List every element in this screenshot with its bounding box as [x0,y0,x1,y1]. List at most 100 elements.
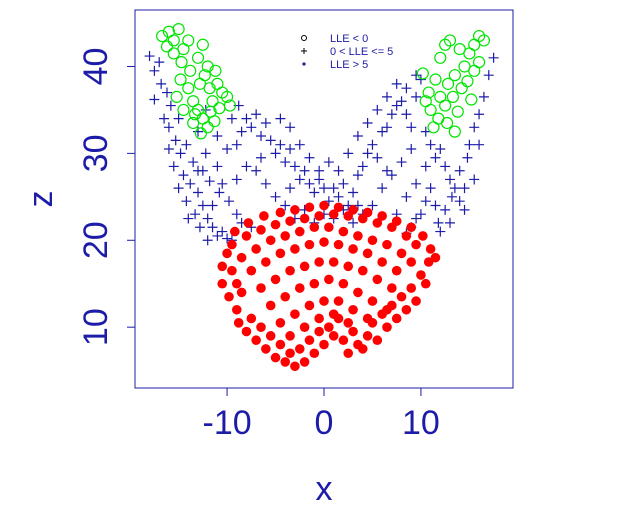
data-point [190,209,201,220]
y-tick-label: 10 [77,308,115,346]
data-point [406,144,417,155]
data-point [222,233,233,244]
data-point [348,217,359,228]
data-point [411,91,422,102]
data-point [411,70,422,81]
data-point [163,122,174,133]
data-point [362,207,373,218]
data-point [275,113,286,124]
data-point [441,77,455,90]
data-point [434,51,447,64]
data-point [328,257,339,267]
data-point [338,278,349,289]
data-point [181,196,192,207]
data-point [184,64,197,77]
data-point [422,86,435,99]
data-point [362,248,373,259]
legend-marker [301,35,307,41]
data-point [386,170,397,181]
data-point [265,331,276,341]
y-tick-label: 20 [77,221,115,259]
data-point [178,170,189,181]
data-point [377,257,387,267]
data-point [175,56,188,69]
data-point [285,265,295,276]
data-point [246,122,257,133]
data-point [319,296,329,306]
data-point [236,126,247,137]
data-point [270,191,281,202]
data-point [203,82,216,95]
data-point [251,335,261,346]
data-point [439,38,452,51]
data-point [167,34,180,47]
data-point [200,148,211,159]
data-point [382,165,392,176]
data-point [387,283,397,293]
data-point [285,348,295,359]
data-point [188,108,202,121]
data-point [224,196,235,207]
data-point [391,216,402,226]
data-point [193,187,203,198]
data-point [382,322,392,332]
data-point [198,69,211,82]
data-point [243,218,254,228]
data-point [177,103,190,117]
data-point [451,105,464,118]
data-point [188,157,199,168]
data-point [411,296,421,306]
data-point [196,38,209,51]
data-point [175,148,186,159]
data-point [435,226,446,237]
data-point [231,174,242,185]
data-point [275,248,286,259]
data-point [233,318,244,328]
data-point [159,113,170,124]
data-point [429,73,442,86]
data-point [406,283,417,293]
data-point [396,157,407,168]
data-point [172,23,185,36]
data-point [181,139,192,150]
data-point [204,176,215,187]
data-point [440,116,454,130]
data-point [472,29,486,43]
data-point [294,226,305,237]
data-point [367,139,378,150]
data-point [163,144,174,155]
data-point [430,252,441,263]
data-point [448,69,461,82]
data-point [207,222,218,233]
data-point [319,339,329,350]
data-point [328,309,339,319]
data-point [216,86,229,99]
data-point [217,278,228,289]
data-point [173,113,184,124]
data-point [285,183,296,194]
data-point [449,183,460,194]
x-tick-label: -10 [203,404,252,442]
data-point [161,87,172,98]
data-point [294,174,305,185]
data-point [304,335,315,346]
data-points [144,23,499,372]
data-point [231,209,242,220]
data-point [270,352,281,363]
data-point [185,178,196,189]
data-point [304,178,315,189]
data-point [416,67,429,80]
data-point [285,331,295,341]
data-point [222,144,233,155]
data-point [314,257,324,267]
data-point [246,265,257,276]
data-point [323,157,334,168]
data-point [445,174,455,185]
data-point [314,313,324,324]
data-point [362,117,373,128]
data-point [319,237,329,247]
data-point [333,191,344,202]
data-point [182,82,195,95]
data-point [206,95,219,108]
data-point [212,230,223,241]
